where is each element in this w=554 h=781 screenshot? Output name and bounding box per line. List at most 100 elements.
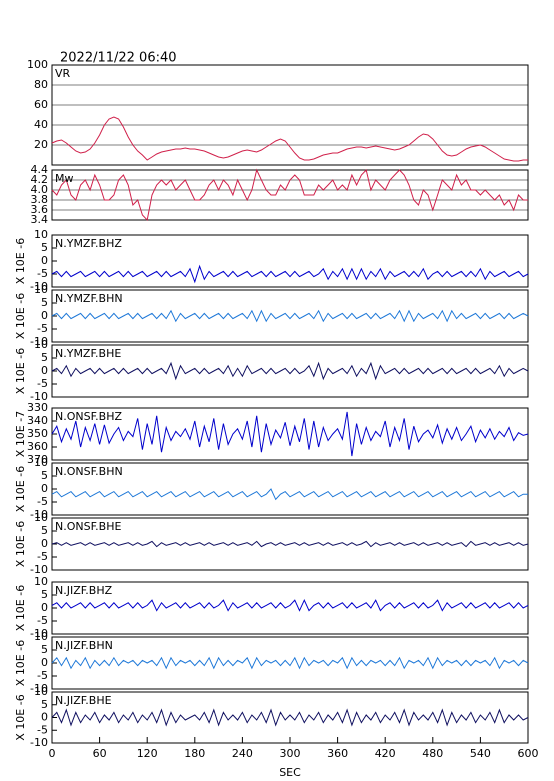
panel-label: N.YMZF.BHE: [55, 347, 121, 360]
y-tick-label: -5: [37, 614, 48, 627]
waveform-line: [51, 309, 529, 323]
panel-frame: [51, 691, 529, 744]
waveform-line: [51, 656, 529, 670]
y-tick-label: 5: [41, 469, 48, 482]
y-tick-label: 5: [41, 524, 48, 537]
panel-label: Mw: [55, 172, 74, 185]
waveform-line: [51, 598, 529, 612]
y-tick-label: 4.2: [31, 173, 49, 186]
y-tick-label: -5: [37, 669, 48, 682]
panel-frame: [51, 169, 529, 221]
y-axis-label: X 10E -6: [14, 293, 27, 339]
y-tick-label: 10: [34, 456, 48, 469]
y-tick-label: 0: [41, 656, 48, 669]
y-tick-label: 40: [34, 118, 48, 131]
y-axis-label: X 10E -6: [14, 640, 27, 686]
y-tick-label: -10: [30, 736, 48, 749]
waveform-line: [51, 488, 528, 501]
panel-frame: [51, 344, 529, 398]
y-tick-label: 5: [41, 351, 48, 364]
panel-label: VR: [55, 67, 71, 80]
y-tick-label: 360: [27, 440, 48, 453]
panel-frame: [51, 407, 529, 461]
x-tick-label: 0: [49, 747, 56, 760]
y-tick-label: 5: [41, 241, 48, 254]
y-tick-label: -5: [37, 267, 48, 280]
y-tick-label: 350: [27, 427, 48, 440]
y-tick-label: 0: [41, 482, 48, 495]
panel-label: N.ONSF.BHE: [55, 520, 121, 533]
y-tick-label: 3.8: [31, 193, 49, 206]
panel-label: N.YMZF.BHZ: [55, 237, 122, 250]
y-tick-label: 60: [34, 98, 48, 111]
panel-label: N.ONSF.BHN: [55, 465, 123, 478]
y-axis-label: X 10E -6: [14, 521, 27, 567]
panel-label: N.JIZF.BHE: [55, 694, 112, 707]
chart-title: 2022/11/22 06:40: [60, 51, 177, 66]
y-tick-label: 4.4: [31, 163, 49, 176]
y-tick-label: 5: [41, 643, 48, 656]
y-tick-label: -10: [30, 335, 48, 348]
y-tick-label: -5: [37, 495, 48, 508]
y-tick-label: 10: [34, 283, 48, 296]
y-tick-label: 4.0: [31, 183, 49, 196]
panel-frame: [51, 581, 529, 635]
x-tick-label: 180: [184, 747, 205, 760]
y-axis-label: X 10E -6: [14, 466, 27, 512]
y-tick-label: 3.6: [31, 203, 49, 216]
panel-label: N.ONSF.BHZ: [55, 410, 122, 423]
x-tick-label: 240: [232, 747, 253, 760]
y-tick-label: -10: [30, 280, 48, 293]
panel-frame: [51, 462, 529, 516]
panel-label: N.YMZF.BHN: [55, 292, 123, 305]
panel-label: N.JIZF.BHZ: [55, 584, 113, 597]
waveform-line: [51, 540, 529, 548]
panel-frame: [51, 636, 529, 690]
x-tick-label: 540: [470, 747, 491, 760]
y-tick-label: 0: [41, 601, 48, 614]
y-tick-label: -5: [37, 322, 48, 335]
x-axis-label: SEC: [279, 766, 301, 779]
x-tick-label: 480: [422, 747, 443, 760]
y-tick-label: 3.4: [31, 213, 49, 226]
x-tick-label: 300: [280, 747, 301, 760]
y-tick-label: -5: [37, 377, 48, 390]
y-tick-label: 10: [34, 228, 48, 241]
y-axis-label: X 10E -6: [14, 694, 27, 740]
y-tick-label: -5: [37, 723, 48, 736]
y-axis-label: X 10E -6: [14, 585, 27, 631]
y-tick-label: -10: [30, 627, 48, 640]
y-tick-label: 0: [41, 364, 48, 377]
panel-label: N.JIZF.BHN: [55, 639, 113, 652]
y-tick-label: 340: [27, 414, 48, 427]
y-tick-label: 10: [34, 685, 48, 698]
waveform-line: [51, 264, 529, 284]
x-tick-label: 120: [137, 747, 158, 760]
y-tick-label: -10: [30, 390, 48, 403]
y-tick-label: 0: [41, 309, 48, 322]
y-tick-label: 10: [34, 575, 48, 588]
panel-frame: [51, 64, 529, 166]
y-tick-label: 10: [34, 511, 48, 524]
waveform-line: [51, 411, 529, 457]
y-tick-label: -10: [30, 682, 48, 695]
waveform-line: [51, 116, 528, 162]
y-tick-label: 5: [41, 588, 48, 601]
x-tick-label: 360: [327, 747, 348, 760]
y-tick-label: 10: [34, 338, 48, 351]
waveform-line: [51, 361, 529, 381]
y-tick-label: 100: [27, 58, 48, 71]
y-tick-label: 330: [27, 401, 48, 414]
x-tick-label: 600: [518, 747, 539, 760]
y-axis-label: X 10E -7: [14, 411, 27, 457]
y-tick-label: 0: [41, 537, 48, 550]
y-tick-label: 370: [27, 453, 48, 466]
y-tick-label: 5: [41, 698, 48, 711]
y-tick-label: 80: [34, 78, 48, 91]
y-tick-label: 0: [41, 711, 48, 724]
waveform-line: [51, 708, 529, 727]
waveform-line: [51, 168, 528, 222]
y-tick-label: 0: [41, 254, 48, 267]
y-tick-label: 5: [41, 296, 48, 309]
